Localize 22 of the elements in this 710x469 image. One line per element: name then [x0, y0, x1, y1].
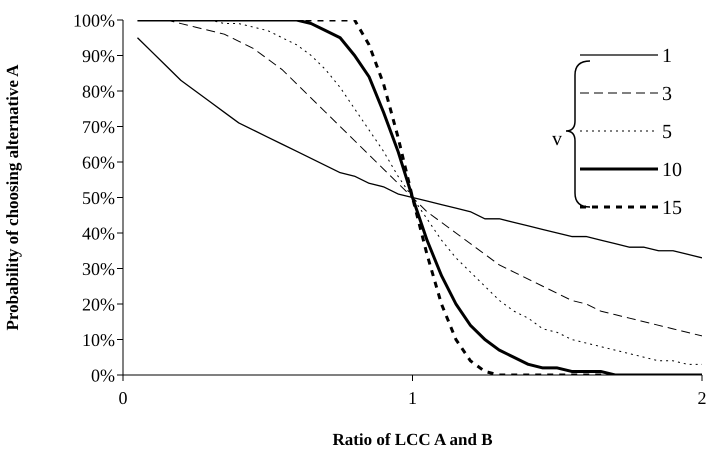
- y-tick-label: 70%: [82, 116, 115, 137]
- y-tick-label: 30%: [82, 258, 115, 279]
- y-tick-label: 50%: [82, 188, 115, 208]
- y-tick-label: 60%: [82, 152, 115, 172]
- y-tick-label: 40%: [82, 223, 115, 244]
- legend-label: 10: [662, 159, 682, 181]
- x-axis-title: Ratio of LCC A and B: [332, 430, 493, 449]
- x-tick-label: 1: [408, 388, 417, 408]
- legend-label: 3: [662, 83, 672, 105]
- y-tick-label: 100%: [73, 10, 115, 30]
- y-tick-label: 10%: [82, 330, 115, 350]
- legend-label: 5: [662, 121, 672, 143]
- y-axis-title: Probability of choosing alternative A: [3, 64, 22, 331]
- y-tick-label: 80%: [82, 81, 115, 102]
- y-tick-label: 20%: [82, 294, 115, 314]
- y-tick-label: 90%: [82, 46, 115, 66]
- legend-label: 15: [662, 197, 682, 219]
- y-tick-label: 0%: [91, 365, 115, 386]
- legend-label: 1: [662, 45, 672, 67]
- legend-title: v: [552, 128, 562, 150]
- x-tick-label: 0: [118, 388, 128, 408]
- x-tick-label: 2: [698, 388, 706, 408]
